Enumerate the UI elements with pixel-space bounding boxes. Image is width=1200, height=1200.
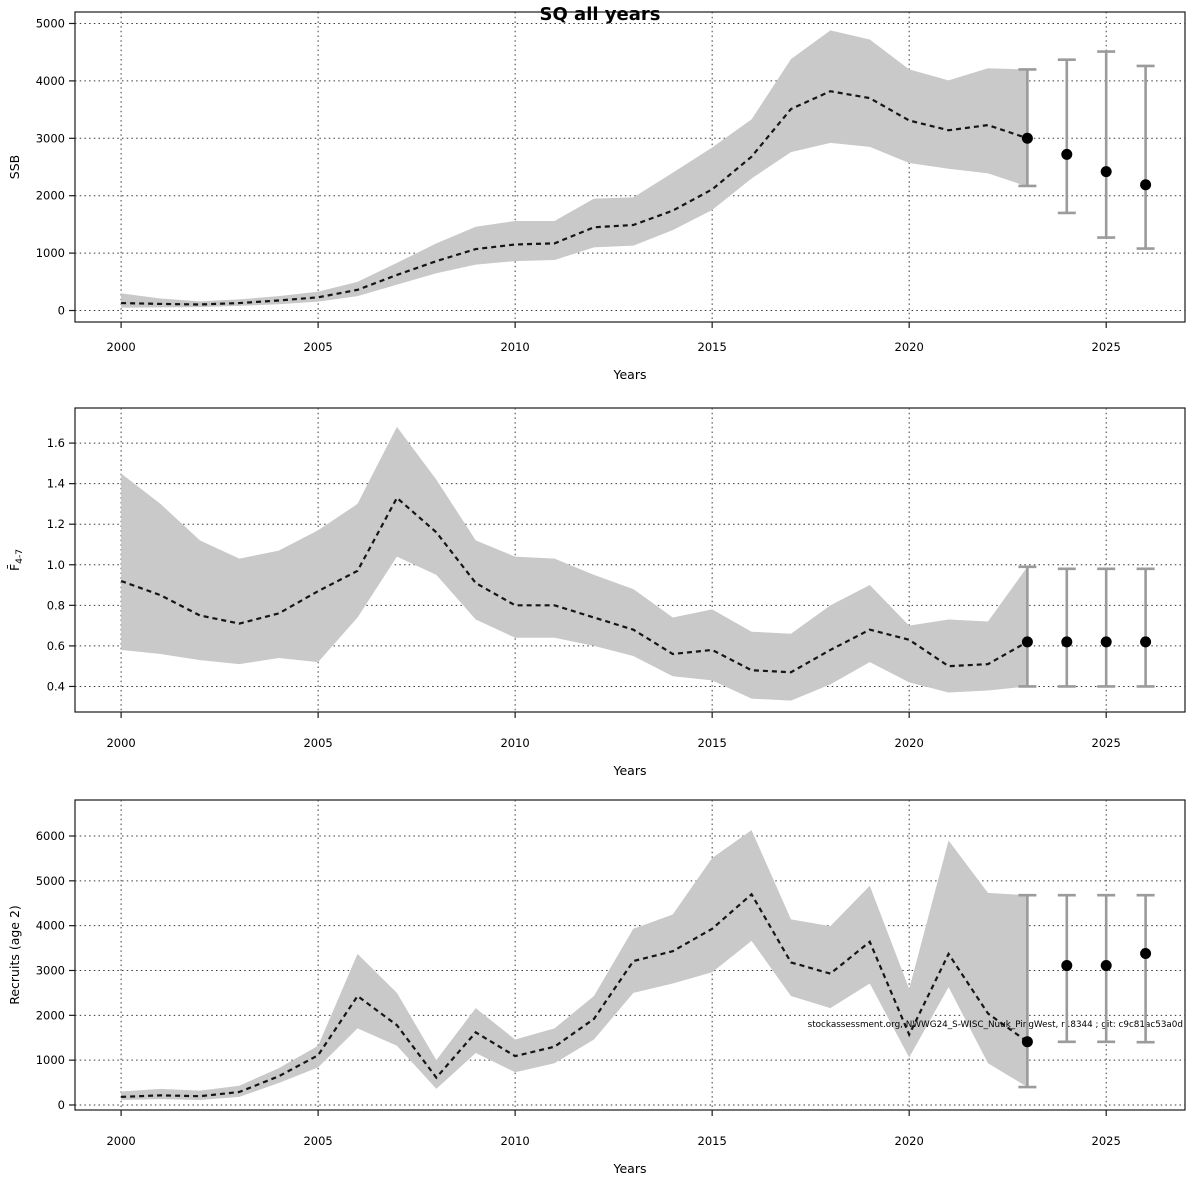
recruits-point-2024 [1061, 960, 1073, 972]
ssb-y-tick-label: 4000 [36, 74, 65, 88]
fbar-y-tick-label: 1.0 [47, 558, 65, 572]
recruits-y-tick-label: 2000 [36, 1008, 65, 1022]
fbar-y-tick-label: 0.8 [47, 598, 65, 612]
ssb-estimate-line [121, 90, 1028, 306]
ssb-x-tick-label: 2005 [303, 340, 332, 354]
recruits-y-axis-title: Recruits (age 2) [7, 905, 22, 1005]
recruits-y-tick-label: 3000 [36, 963, 65, 977]
ssb-point-2024 [1061, 148, 1073, 160]
fbar-y-tick-label: 0.6 [47, 639, 65, 653]
fbar-x-tick-label: 2005 [303, 736, 332, 750]
fbar-estimate-line [120, 496, 1028, 674]
watermark: stockassessment.org, NWWG24_S-WISC_Nuuk_… [808, 1020, 1183, 1030]
recruits-point-2025 [1100, 960, 1112, 972]
fbar-x-tick-label: 2000 [106, 736, 135, 750]
recruits-y-tick-label: 0 [58, 1098, 65, 1112]
fbar-x-tick-label: 2010 [500, 736, 529, 750]
ssb-x-tick-label: 2020 [895, 340, 924, 354]
ssb-y-axis-title: SSB [7, 155, 22, 179]
ssb-y-tick-label: 5000 [36, 16, 65, 30]
ssb-point-2023 [1021, 132, 1033, 144]
fbar-y-tick-label: 1.2 [47, 517, 65, 531]
fbar-x-axis-title: Years [613, 763, 647, 778]
fbar-y-tick-label: 1.6 [47, 436, 65, 450]
fbar-point-2025 [1100, 636, 1112, 648]
recruits-confidence-band [121, 830, 1028, 1101]
ssb-y-tick-label: 2000 [36, 189, 65, 203]
figure-title: SQ all years [539, 4, 661, 25]
ssb-confidence-band [121, 30, 1028, 308]
ssb-x-tick-label: 2000 [106, 340, 135, 354]
ssb-point-2025 [1100, 166, 1112, 178]
ssb-point-2026 [1140, 179, 1152, 191]
recruits-y-tick-label: 6000 [36, 829, 65, 843]
fbar-x-tick-label: 2025 [1092, 736, 1121, 750]
ssb-x-tick-label: 2010 [500, 340, 529, 354]
recruits-x-tick-label: 2015 [698, 1134, 727, 1148]
fbar-y-axis-title: F̄4-7 [7, 549, 25, 571]
recruits-x-axis-title: Years [613, 1161, 647, 1176]
recruits-point-2023 [1021, 1036, 1033, 1048]
fbar-point-2026 [1140, 636, 1152, 648]
recruits-x-tick-label: 2000 [106, 1134, 135, 1148]
recruits-x-tick-label: 2025 [1092, 1134, 1121, 1148]
recruits-x-tick-label: 2020 [895, 1134, 924, 1148]
recruits-y-tick-label: 5000 [36, 874, 65, 888]
ssb-y-tick-label: 0 [58, 304, 65, 318]
ssb-y-tick-label: 1000 [36, 246, 65, 260]
ssb-x-axis-title: Years [613, 367, 647, 382]
fbar-point-2024 [1061, 636, 1073, 648]
recruits-y-tick-label: 1000 [36, 1053, 65, 1067]
ssb-y-tick-label: 3000 [36, 131, 65, 145]
ssb-x-tick-label: 2025 [1092, 340, 1121, 354]
recruits-y-tick-label: 4000 [36, 919, 65, 933]
recruits-x-tick-label: 2005 [303, 1134, 332, 1148]
fbar-y-tick-label: 1.4 [47, 477, 65, 491]
recruits-estimate-line [121, 892, 1029, 1099]
ssb-x-tick-label: 2015 [698, 340, 727, 354]
fbar-point-2023 [1021, 636, 1033, 648]
recruits-point-2026 [1140, 947, 1152, 959]
fbar-y-tick-label: 0.4 [47, 679, 65, 693]
recruits-x-tick-label: 2010 [500, 1134, 529, 1148]
fbar-x-tick-label: 2015 [698, 736, 727, 750]
fbar-confidence-band [121, 426, 1028, 701]
fbar-x-tick-label: 2020 [895, 736, 924, 750]
